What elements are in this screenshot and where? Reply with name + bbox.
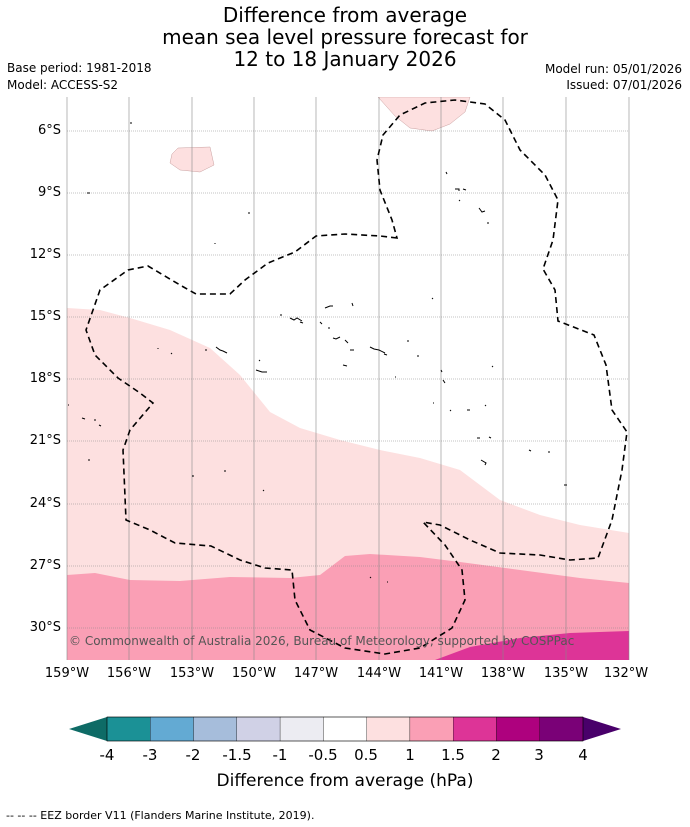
lon-label: 159°W bbox=[44, 666, 90, 681]
colorbar-tick: 0.5 bbox=[354, 746, 378, 764]
colorbar-over-arrow bbox=[583, 717, 621, 741]
lat-label: 12°S bbox=[29, 247, 61, 262]
anomaly-shading bbox=[67, 97, 629, 660]
lon-label: 153°W bbox=[169, 666, 215, 681]
colorbar-tick: -2 bbox=[185, 746, 201, 764]
lon-label: 141°W bbox=[418, 666, 464, 681]
colorbar-tick: 2 bbox=[491, 746, 501, 764]
lon-label: 144°W bbox=[356, 666, 402, 681]
lat-label: 24°S bbox=[29, 496, 61, 511]
colorbar-under-arrow bbox=[69, 717, 107, 741]
copyright-text: © Commonwealth of Australia 2026, Bureau… bbox=[69, 634, 575, 648]
anomaly-region-1-1.5 bbox=[67, 554, 629, 660]
colorbar-tick: 3 bbox=[534, 746, 544, 764]
lon-label: 147°W bbox=[293, 666, 339, 681]
title-line-2: mean sea level pressure forecast for bbox=[162, 25, 528, 49]
colorbar-tick: -4 bbox=[99, 746, 115, 764]
lon-label: 138°W bbox=[480, 666, 526, 681]
title-line-1: Difference from average bbox=[222, 3, 468, 27]
colorbar-tick: -1 bbox=[272, 746, 288, 764]
colorbar-segment bbox=[193, 716, 237, 742]
colorbar-tick: -3 bbox=[142, 746, 158, 764]
model-run-text: Model run: 05/01/2026 bbox=[544, 62, 682, 76]
colorbar-segment bbox=[279, 716, 324, 742]
colorbar-segment bbox=[539, 716, 584, 742]
lat-label: 15°S bbox=[29, 309, 61, 324]
colorbar-tick: -1.5 bbox=[222, 746, 252, 764]
colorbar bbox=[69, 716, 621, 742]
colorbar-tick: 1.5 bbox=[441, 746, 465, 764]
colorbar-segment bbox=[150, 716, 194, 742]
colorbar-segment bbox=[366, 716, 411, 742]
model-text: Model: ACCESS-S2 bbox=[7, 78, 119, 92]
lon-label: 150°W bbox=[231, 666, 277, 681]
lat-label: 21°S bbox=[29, 433, 61, 448]
colorbar-tick: 1 bbox=[405, 746, 415, 764]
colorbar-tick: 4 bbox=[578, 746, 588, 764]
eez-borders bbox=[85, 99, 628, 655]
issued-text: Issued: 07/01/2026 bbox=[566, 78, 682, 92]
colorbar-segment bbox=[409, 716, 454, 742]
lat-label: 18°S bbox=[29, 371, 61, 386]
anomaly-region-1.5-2 bbox=[435, 631, 629, 660]
colorbar-segment bbox=[236, 716, 281, 742]
colorbar-label: Difference from average (hPa) bbox=[216, 771, 474, 791]
lat-label: 6°S bbox=[37, 123, 61, 138]
lat-label: 27°S bbox=[29, 558, 61, 573]
title-line-3: 12 to 18 January 2026 bbox=[233, 47, 457, 71]
gridlines bbox=[66, 97, 630, 660]
eez-border-main bbox=[85, 99, 628, 655]
islands bbox=[68, 122, 567, 583]
lon-label: 156°W bbox=[106, 666, 152, 681]
lon-label: 135°W bbox=[543, 666, 589, 681]
anomaly-region-north bbox=[377, 97, 471, 132]
eez-legend-note: -- -- -- EEZ border V11 (Flanders Marine… bbox=[6, 809, 315, 822]
colorbar-segment bbox=[496, 716, 540, 742]
lat-label: 9°S bbox=[37, 185, 61, 200]
colorbar-tick: -0.5 bbox=[308, 746, 338, 764]
lon-label: 132°W bbox=[603, 666, 649, 681]
lat-label: 30°S bbox=[29, 620, 61, 635]
colorbar-segment bbox=[323, 716, 367, 742]
colorbar-segment bbox=[453, 716, 497, 742]
colorbar-segment bbox=[106, 716, 151, 742]
base-period-text: Base period: 1981-2018 bbox=[7, 61, 152, 75]
